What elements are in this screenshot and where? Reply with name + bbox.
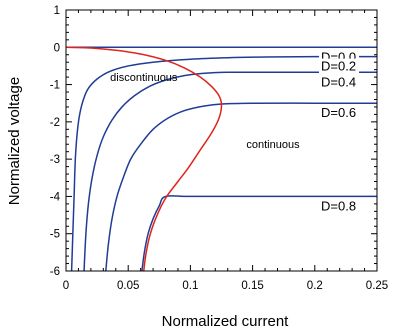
d-label-text: D=0.8 — [321, 198, 356, 213]
d-label: D=0.2 — [319, 58, 360, 74]
d-label-background — [319, 105, 360, 121]
x-tick-label: 0.15 — [241, 280, 263, 292]
boundary-curve — [65, 46, 223, 272]
x-tick-label: 0.1 — [182, 280, 198, 292]
d-label-background — [319, 198, 360, 214]
series-layer — [65, 46, 378, 272]
y-tick-label: -5 — [50, 229, 60, 241]
y-tick-label: -1 — [50, 80, 60, 92]
y-tick-label: -6 — [50, 266, 60, 278]
y-tick-label: -4 — [50, 191, 61, 203]
curve-D-08 — [141, 194, 377, 272]
x-axis-title: Normalized current — [162, 313, 290, 330]
curve-D-02 — [70, 55, 378, 272]
labels-layer: 0 0.05 0.1 0.15 0.2 0.25 1 0 -1 -2 -3 -4 -5 -6 discont… — [50, 5, 388, 292]
y-tick-label: -3 — [50, 154, 60, 166]
d-label-background — [319, 74, 360, 90]
curve-D-04 — [83, 71, 377, 272]
x-tick-label: 0.2 — [307, 280, 323, 292]
y-axis-title: Normalized voltage — [6, 77, 23, 205]
x-tick-label: 0.05 — [117, 280, 139, 292]
d-label-text: D=0.6 — [321, 105, 356, 120]
region-label: continuous — [246, 139, 300, 151]
d-label-text: D=0.4 — [321, 74, 356, 89]
region-label-text: discontinuous — [110, 72, 178, 84]
y-tick-label: -2 — [50, 117, 60, 129]
d-label: D=0.6 — [319, 105, 360, 121]
y-tick-label: 0 — [54, 42, 60, 54]
x-tick-label: 0 — [63, 280, 69, 292]
curve-D-06 — [105, 102, 377, 272]
d-label-background — [319, 58, 360, 74]
region-label: discontinuous — [110, 72, 178, 84]
d-label-text: D=0.2 — [321, 59, 356, 74]
d-label: D=0.4 — [319, 74, 360, 90]
d-label: D=0.8 — [319, 198, 360, 214]
plot-frame — [65, 9, 378, 272]
region-label-text: continuous — [246, 139, 300, 151]
y-tick-label: 1 — [54, 5, 60, 17]
x-tick-label: 0.25 — [366, 280, 388, 292]
